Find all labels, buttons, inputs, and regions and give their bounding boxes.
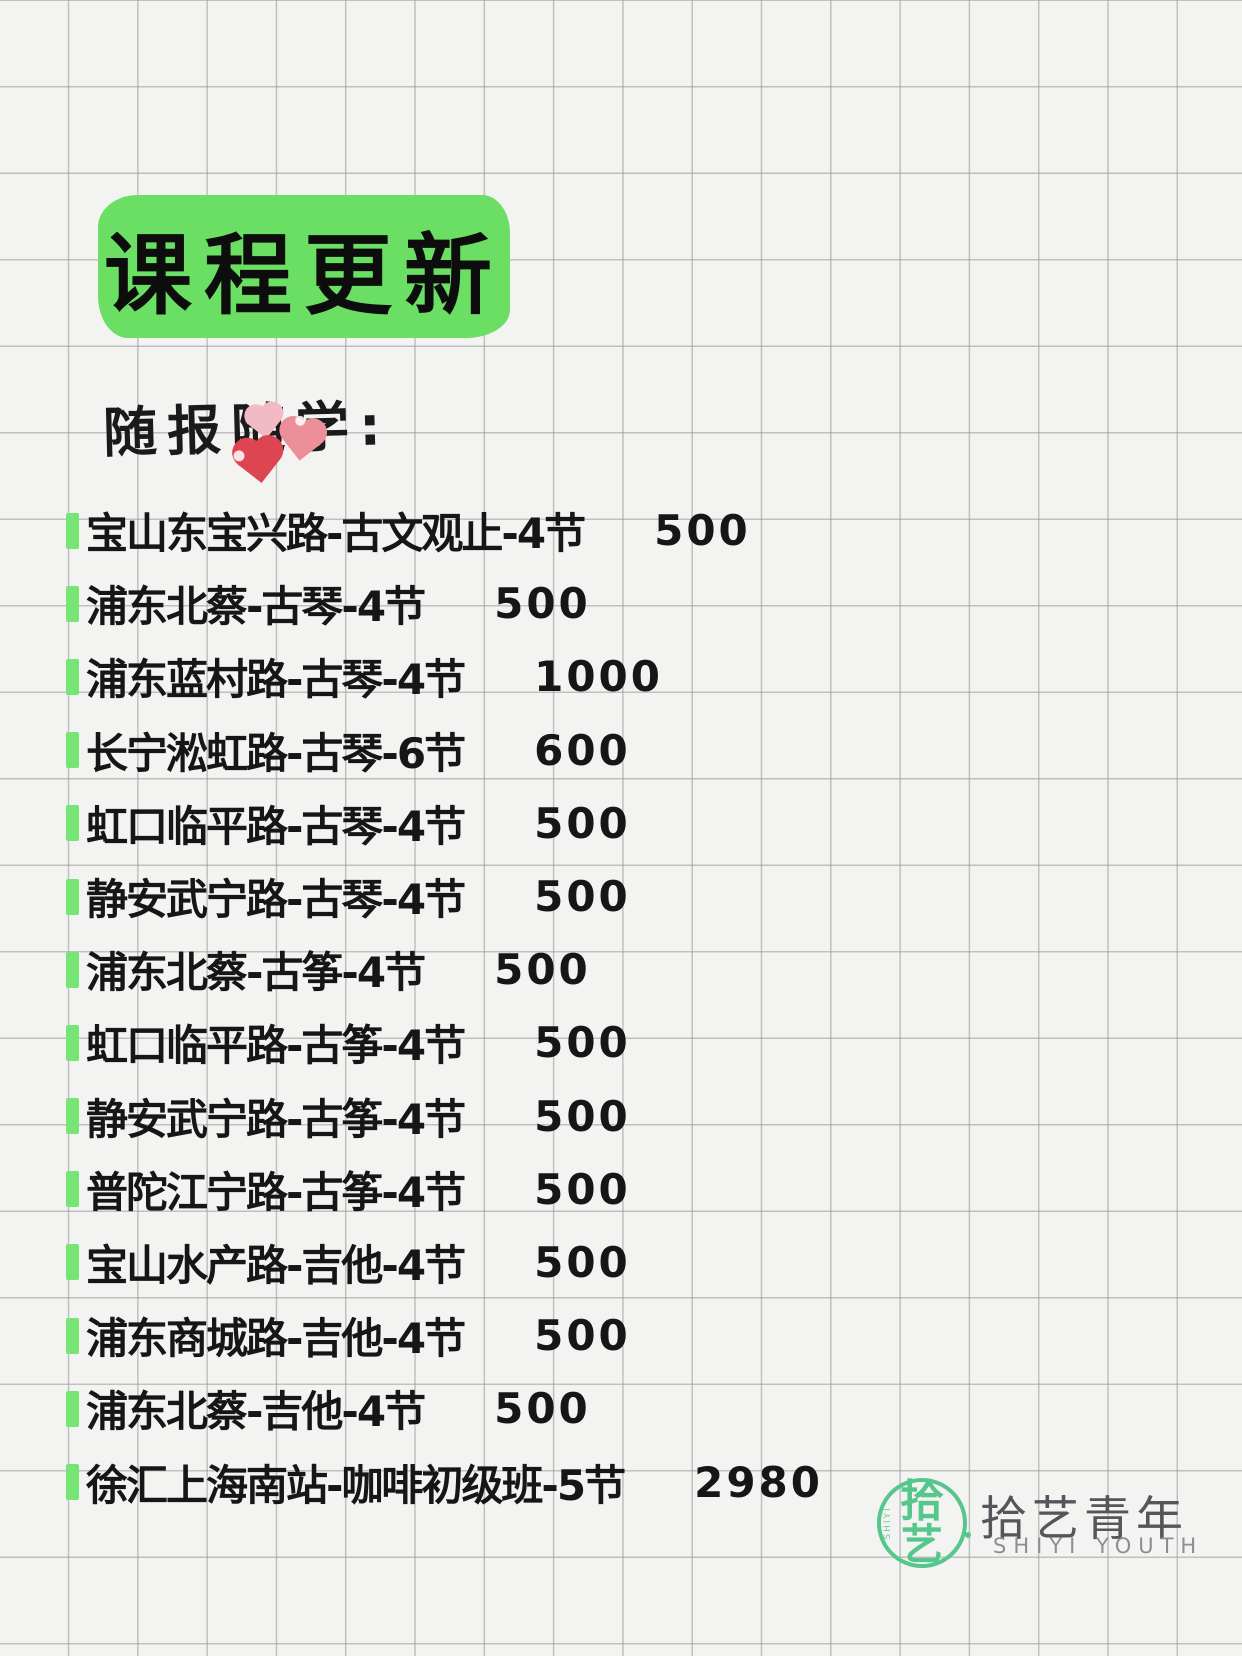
course-price: 500 [534, 1164, 631, 1214]
logo-badge-char-top: 拾 [900, 1476, 944, 1527]
course-name: 浦东北蔡-吉他-4节 [86, 1387, 426, 1437]
course-row: 宝山东宝兴路-古文观止-4节 500 [66, 494, 1166, 567]
bullet-icon [66, 1171, 79, 1208]
course-row: 虹口临平路-古筝-4节 500 [66, 1006, 1166, 1079]
course-name: 普陀江宁路-古筝-4节 [86, 1167, 466, 1217]
page-title: 课程更新 [103, 224, 504, 327]
course-price: 600 [534, 725, 631, 775]
logo-dot-icon [965, 1532, 971, 1538]
course-name: 浦东蓝村路-古琴-4节 [86, 655, 466, 705]
course-name: 浦东北蔡-古筝-4节 [86, 948, 426, 998]
bullet-icon [66, 805, 79, 842]
course-row: 浦东北蔡-吉他-4节 500 [66, 1372, 1166, 1445]
course-name: 虹口临平路-古琴-4节 [86, 801, 466, 851]
bullet-icon [66, 585, 79, 622]
logo-badge-side-text: SHIYI [883, 1506, 893, 1540]
course-list: 宝山东宝兴路-古文观止-4节 500 浦东北蔡-古琴-4节 500 浦东蓝村路-… [66, 494, 1166, 1519]
course-price: 500 [534, 1311, 631, 1361]
logo-name-cn: 拾艺青年 [980, 1492, 1188, 1547]
bullet-icon [66, 878, 79, 915]
logo-name-en: SHIYI YOUTH [993, 1534, 1204, 1558]
course-price: 500 [534, 1018, 631, 1068]
course-name: 长宁淞虹路-古琴-6节 [86, 728, 466, 778]
bullet-icon [66, 512, 79, 549]
course-row: 徐汇上海南站-咖啡初级班-5节 2980 [66, 1445, 1166, 1518]
course-row: 浦东蓝村路-古琴-4节 1000 [66, 640, 1166, 713]
course-row: 静安武宁路-古筝-4节 500 [66, 1080, 1166, 1153]
course-name: 徐汇上海南站-咖啡初级班-5节 [86, 1460, 626, 1510]
course-name: 静安武宁路-古筝-4节 [86, 1094, 466, 1144]
course-price: 500 [654, 506, 751, 556]
bullet-icon [66, 1024, 79, 1061]
course-row: 浦东北蔡-古琴-4节 500 [66, 567, 1166, 640]
course-price: 500 [534, 1237, 631, 1287]
title-banner: 课程更新 [98, 195, 510, 484]
course-row: 虹口临平路-古琴-4节 500 [66, 787, 1166, 860]
course-name: 虹口临平路-古筝-4节 [86, 1021, 466, 1071]
course-row: 静安武宁路-古琴-4节 500 [66, 860, 1166, 933]
bullet-icon [66, 1390, 79, 1427]
course-row: 普陀江宁路-古筝-4节 500 [66, 1153, 1166, 1226]
bullet-icon [66, 1098, 79, 1135]
logo-badge-circle-icon: 拾 艺 SHIYI [877, 1476, 971, 1569]
logo-badge-char-bottom: 艺 [900, 1520, 944, 1569]
course-name: 静安武宁路-古琴-4节 [86, 875, 466, 925]
course-price: 500 [534, 1091, 631, 1141]
course-price: 1000 [534, 652, 663, 702]
course-price: 500 [534, 798, 631, 848]
bullet-icon [66, 1244, 79, 1281]
course-name: 浦东商城路-吉他-4节 [86, 1314, 466, 1364]
course-price: 500 [534, 872, 631, 922]
course-row: 浦东商城路-吉他-4节 500 [66, 1299, 1166, 1372]
bullet-icon [66, 732, 79, 769]
course-name: 宝山东宝兴路-古文观止-4节 [86, 509, 586, 559]
course-name: 浦东北蔡-古琴-4节 [86, 582, 426, 632]
course-price: 500 [494, 579, 591, 629]
course-name: 宝山水产路-吉他-4节 [86, 1240, 466, 1290]
bullet-icon [66, 658, 79, 695]
heart-red-icon [231, 440, 281, 484]
course-row: 浦东北蔡-古筝-4节 500 [66, 933, 1166, 1006]
course-row: 宝山水产路-吉他-4节 500 [66, 1226, 1166, 1299]
brand-logo: 拾 艺 SHIYI 拾艺青年 SHIYI YOUTH [877, 1472, 1196, 1582]
course-price: 2980 [694, 1457, 823, 1507]
course-price: 500 [494, 1384, 591, 1434]
bullet-icon [66, 1464, 79, 1501]
course-row: 长宁淞虹路-古琴-6节 600 [66, 714, 1166, 787]
bullet-icon [66, 1317, 79, 1354]
course-price: 500 [494, 945, 591, 995]
bullet-icon [66, 951, 79, 988]
